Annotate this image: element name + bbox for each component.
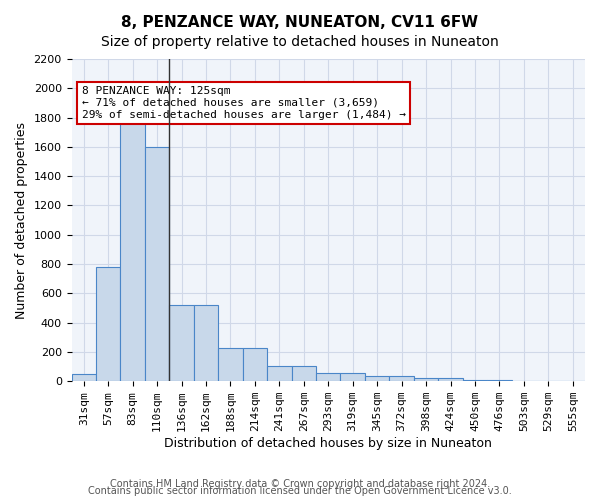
- Text: Size of property relative to detached houses in Nuneaton: Size of property relative to detached ho…: [101, 35, 499, 49]
- Bar: [121, 114, 145, 381]
- Bar: [365, 376, 389, 381]
- X-axis label: Distribution of detached houses by size in Nuneaton: Distribution of detached houses by size …: [164, 437, 492, 450]
- Text: Contains HM Land Registry data © Crown copyright and database right 2024.: Contains HM Land Registry data © Crown c…: [110, 479, 490, 489]
- Bar: [169, 305, 194, 381]
- Bar: [340, 373, 365, 381]
- Bar: [389, 376, 414, 381]
- Bar: [145, 147, 169, 381]
- Text: 8 PENZANCE WAY: 125sqm
← 71% of detached houses are smaller (3,659)
29% of semi-: 8 PENZANCE WAY: 125sqm ← 71% of detached…: [82, 86, 406, 120]
- Bar: [242, 348, 267, 381]
- Y-axis label: Number of detached properties: Number of detached properties: [15, 122, 28, 318]
- Bar: [463, 380, 487, 381]
- Bar: [194, 305, 218, 381]
- Bar: [267, 366, 292, 381]
- Bar: [96, 267, 121, 381]
- Text: 8, PENZANCE WAY, NUNEATON, CV11 6FW: 8, PENZANCE WAY, NUNEATON, CV11 6FW: [121, 15, 479, 30]
- Bar: [414, 378, 438, 381]
- Bar: [316, 373, 340, 381]
- Bar: [218, 348, 242, 381]
- Bar: [487, 380, 512, 381]
- Bar: [292, 366, 316, 381]
- Text: Contains public sector information licensed under the Open Government Licence v3: Contains public sector information licen…: [88, 486, 512, 496]
- Bar: [438, 378, 463, 381]
- Bar: [71, 374, 96, 381]
